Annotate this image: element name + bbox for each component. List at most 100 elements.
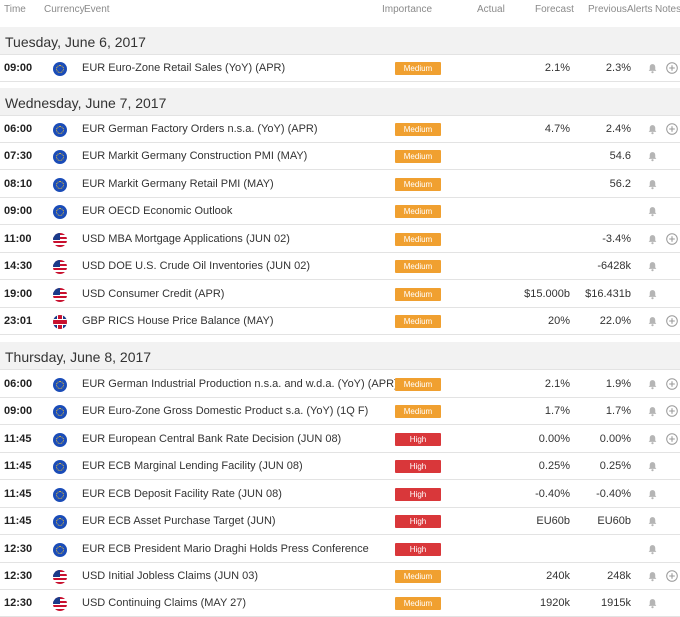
table-row[interactable]: 11:45 EUR ECB Asset Purchase Target (JUN)… [0,508,680,535]
bell-icon[interactable] [647,151,658,162]
previous-value: -3.4% [602,233,631,245]
importance-badge: High [395,460,441,473]
event-name[interactable]: USD DOE U.S. Crude Oil Inventories (JUN … [82,260,311,272]
event-time: 11:45 [4,460,32,472]
bell-icon[interactable] [647,261,658,272]
forecast-value: 1920k [540,597,570,609]
bell-icon[interactable] [647,379,658,390]
table-row[interactable]: 11:45 EUR ECB Marginal Lending Facility (… [0,453,680,480]
table-row[interactable]: 09:00 EUR Euro-Zone Gross Domestic Produc… [0,398,680,425]
bell-icon[interactable] [647,406,658,417]
event-name[interactable]: GBP RICS House Price Balance (MAY) [82,315,274,327]
forecast-value [500,171,570,198]
table-row[interactable]: 08:10 EUR Markit Germany Retail PMI (MAY)… [0,171,680,198]
importance-badge: High [395,488,441,501]
bell-icon[interactable] [647,489,658,500]
forecast-value [500,253,570,280]
event-time: 11:45 [4,515,32,527]
table-row[interactable]: 06:00 EUR German Industrial Production n.… [0,371,680,398]
event-time: 06:00 [4,123,33,135]
table-row[interactable]: 12:30 EUR ECB President Mario Draghi Hold… [0,536,680,563]
add-note-icon[interactable] [666,233,678,245]
add-note-icon[interactable] [666,570,678,582]
usd-flag-icon [53,233,67,247]
event-name[interactable]: EUR ECB Marginal Lending Facility (JUN 0… [82,460,303,472]
bell-icon[interactable] [647,63,658,74]
table-row[interactable]: 12:30 USD Initial Jobless Claims (JUN 03)… [0,563,680,590]
header-forecast: Forecast [535,4,574,15]
forecast-value [500,198,570,225]
table-row[interactable]: 11:00 USD MBA Mortgage Applications (JUN … [0,226,680,253]
event-name[interactable]: EUR German Factory Orders n.s.a. (YoY) (… [82,123,318,135]
event-name[interactable]: EUR ECB President Mario Draghi Holds Pre… [82,543,369,555]
add-note-icon[interactable] [666,433,678,445]
event-time: 14:30 [4,260,33,272]
table-row[interactable]: 06:00 EUR German Factory Orders n.s.a. (Y… [0,116,680,143]
bell-icon[interactable] [647,179,658,190]
table-row[interactable]: 07:30 EUR Markit Germany Construction PMI… [0,143,680,170]
bell-icon[interactable] [647,516,658,527]
event-time: 09:00 [4,62,33,74]
previous-value: 56.2 [609,178,631,190]
forecast-value: 4.7% [544,123,570,135]
event-name[interactable]: EUR ECB Deposit Facility Rate (JUN 08) [82,488,282,500]
bell-icon[interactable] [647,124,658,135]
table-row[interactable]: 11:45 EUR European Central Bank Rate Deci… [0,426,680,453]
day-title: Wednesday, June 7, 2017 [5,95,167,111]
header-currency: Currency [44,4,85,15]
table-row[interactable]: 19:00 USD Consumer Credit (APR) Medium $15.… [0,281,680,308]
forecast-value [500,143,570,170]
event-time: 09:00 [4,405,33,417]
add-note-icon[interactable] [666,62,678,74]
event-name[interactable]: USD Initial Jobless Claims (JUN 03) [82,570,259,582]
add-note-icon[interactable] [666,405,678,417]
event-name[interactable]: EUR Markit Germany Construction PMI (MAY… [82,150,308,162]
previous-value: 22.0% [599,315,631,327]
event-name[interactable]: EUR German Industrial Production n.s.a. … [82,378,398,390]
table-row[interactable]: 23:01 GBP RICS House Price Balance (MAY) M… [0,308,680,335]
eur-flag-icon [53,378,67,392]
bell-icon[interactable] [647,544,658,555]
bell-icon[interactable] [647,316,658,327]
event-name[interactable]: EUR Euro-Zone Gross Domestic Product s.a… [82,405,369,417]
bell-icon[interactable] [647,234,658,245]
table-row[interactable]: 09:00 EUR Euro-Zone Retail Sales (YoY) (A… [0,55,680,82]
bell-icon[interactable] [647,461,658,472]
previous-value: 1915k [601,597,631,609]
event-name[interactable]: EUR ECB Asset Purchase Target (JUN) [82,515,276,527]
bell-icon[interactable] [647,206,658,217]
eur-flag-icon [53,205,67,219]
previous-value [561,536,631,563]
add-note-icon[interactable] [666,315,678,327]
add-note-icon[interactable] [666,378,678,390]
bell-icon[interactable] [647,289,658,300]
bell-icon[interactable] [647,434,658,445]
event-name[interactable]: EUR OECD Economic Outlook [82,205,233,217]
table-row[interactable]: 09:00 EUR OECD Economic Outlook Medium [0,198,680,225]
add-note-icon[interactable] [666,123,678,135]
table-row[interactable]: 11:45 EUR ECB Deposit Facility Rate (JUN … [0,481,680,508]
event-name[interactable]: EUR Markit Germany Retail PMI (MAY) [82,178,274,190]
forecast-value: 0.25% [538,460,570,472]
event-name[interactable]: EUR Euro-Zone Retail Sales (YoY) (APR) [82,62,286,74]
importance-badge: Medium [395,150,441,163]
event-name[interactable]: EUR European Central Bank Rate Decision … [82,433,342,445]
event-name[interactable]: USD Continuing Claims (MAY 27) [82,597,247,609]
header-previous: Previous [588,4,627,15]
event-name[interactable]: USD MBA Mortgage Applications (JUN 02) [82,233,290,245]
event-time: 23:01 [4,315,33,327]
importance-badge: Medium [395,62,441,75]
header-notes: Notes [655,4,680,15]
importance-badge: Medium [395,315,441,328]
event-time: 12:30 [4,570,33,582]
bell-icon[interactable] [647,598,658,609]
table-row[interactable]: 14:30 USD DOE U.S. Crude Oil Inventories … [0,253,680,280]
table-row[interactable]: 12:30 USD Continuing Claims (MAY 27) Mediu… [0,590,680,617]
gbp-flag-icon [53,315,67,329]
previous-value: 54.6 [609,150,631,162]
bell-icon[interactable] [647,571,658,582]
event-name[interactable]: USD Consumer Credit (APR) [82,288,225,300]
importance-badge: Medium [395,233,441,246]
usd-flag-icon [53,570,67,584]
header-time: Time [4,4,26,15]
